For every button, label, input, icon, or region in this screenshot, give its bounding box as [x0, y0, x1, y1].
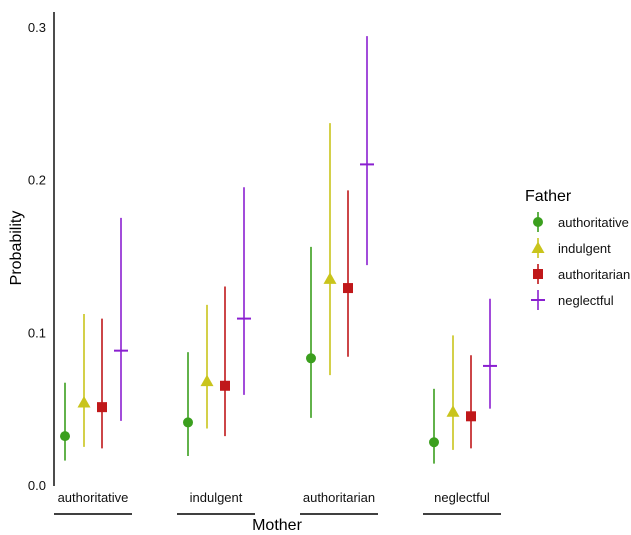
y-tick-label: 0.3 — [28, 20, 46, 35]
data-point — [183, 417, 193, 428]
series-authoritative — [60, 246, 439, 464]
data-point — [306, 353, 316, 364]
series-neglectful — [114, 36, 497, 421]
x-tick-label: authoritative — [58, 490, 129, 505]
legend-key-marker — [533, 217, 543, 227]
x-axis: authoritative indulgent authoritarian negle… — [54, 490, 501, 515]
legend: Father authoritative indulgent authoritari… — [525, 188, 630, 310]
x-tick-label: indulgent — [190, 490, 243, 505]
data-point — [466, 411, 476, 422]
legend-item-authoritative: authoritative — [533, 212, 629, 232]
legend-item-authoritarian: authoritarian — [533, 264, 630, 284]
data-point — [220, 380, 230, 391]
series-authoritarian — [97, 190, 476, 449]
legend-title: Father — [525, 188, 572, 205]
legend-key-marker — [531, 241, 545, 253]
y-tick-label: 0.2 — [28, 173, 46, 188]
data-point — [323, 272, 337, 284]
data-point — [343, 283, 353, 294]
legend-label: authoritarian — [558, 267, 630, 282]
data-point — [429, 437, 439, 448]
legend-item-indulgent: indulgent — [531, 238, 611, 258]
legend-label: authoritative — [558, 215, 629, 230]
x-axis-title: Mother — [252, 517, 302, 534]
y-tick-label: 0.1 — [28, 325, 46, 340]
legend-label: indulgent — [558, 241, 611, 256]
data-point — [200, 374, 214, 387]
y-tick-label: 0.0 — [28, 478, 46, 493]
data-point — [97, 402, 107, 413]
y-axis: 0.0 0.1 0.2 0.3 — [28, 12, 55, 493]
data-point — [77, 396, 91, 408]
legend-label: neglectful — [558, 293, 614, 308]
x-tick-label: neglectful — [434, 490, 490, 505]
legend-item-neglectful: neglectful — [531, 290, 614, 310]
legend-key-marker — [533, 269, 543, 279]
x-tick-label: authoritarian — [303, 490, 375, 505]
y-axis-title: Probability — [8, 211, 25, 286]
series-indulgent — [77, 123, 460, 450]
data-point — [446, 405, 460, 417]
data-point — [60, 431, 70, 442]
plot-area — [60, 36, 497, 464]
